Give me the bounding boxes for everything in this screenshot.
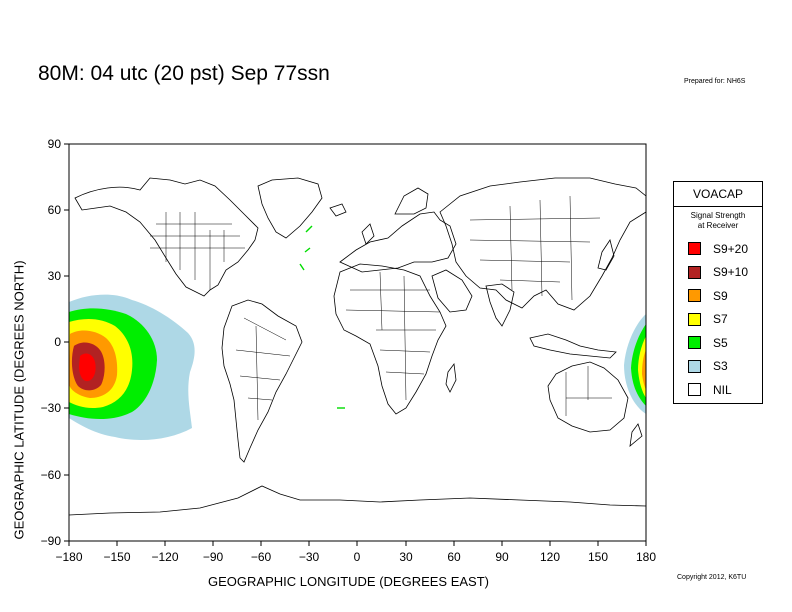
x-tick-labels: −180 −150 −120 −90 −60 −30 0 30 60 90 12… xyxy=(55,550,656,564)
island-contours xyxy=(299,225,345,409)
south-america-outline xyxy=(221,299,303,463)
greenland-outline xyxy=(257,177,323,239)
signal-legend: VOACAP Signal Strength at Receiver S9+20… xyxy=(673,181,763,404)
africa-grid xyxy=(345,271,441,401)
island-contour-2 xyxy=(304,247,311,253)
x-tick-label: −150 xyxy=(103,550,130,564)
copyright-note: Copyright 2012, K6TU xyxy=(677,574,747,581)
asia-grid xyxy=(469,195,601,301)
x-tick-label: 60 xyxy=(447,550,461,564)
asia-outline xyxy=(439,177,646,311)
iceland-outline xyxy=(329,203,347,217)
island-contour-1 xyxy=(305,225,313,233)
x-tick-label: −60 xyxy=(251,550,272,564)
legend-item: S9 xyxy=(674,284,762,308)
legend-subtitle-line2: at Receiver xyxy=(697,221,739,230)
coverage-s9plus20 xyxy=(79,353,96,382)
x-tick-label: −90 xyxy=(203,550,224,564)
legend-swatch xyxy=(688,289,701,303)
x-tick-label: −180 xyxy=(55,550,82,564)
legend-label: NIL xyxy=(713,382,732,397)
south-america-grid xyxy=(235,317,291,421)
legend-swatch xyxy=(688,312,701,326)
coverage-contours xyxy=(69,294,646,440)
x-tick-label: 180 xyxy=(636,550,656,564)
y-tick-label: 90 xyxy=(48,137,62,151)
y-tick-label: −90 xyxy=(41,534,62,548)
scandinavia-outline xyxy=(394,187,429,215)
japan-outline xyxy=(597,239,615,271)
australia-grid xyxy=(565,366,612,416)
legend-subtitle: Signal Strength at Receiver xyxy=(674,211,762,231)
africa-outline xyxy=(333,263,447,415)
x-axis-label: GEOGRAPHIC LONGITUDE (DEGREES EAST) xyxy=(208,574,489,589)
indonesia-outline xyxy=(529,333,617,359)
x-tick-label: 30 xyxy=(399,550,413,564)
arabia-outline xyxy=(431,269,473,313)
australia-outline xyxy=(547,361,629,433)
legend-label: S9+20 xyxy=(713,241,749,256)
axis-tick-marks xyxy=(64,143,647,546)
legend-label: S9 xyxy=(713,288,728,303)
coverage-wrap-s9 xyxy=(642,350,646,390)
legend-swatch xyxy=(688,336,701,350)
europe-outline xyxy=(339,211,457,273)
north-america-grid xyxy=(150,212,245,290)
legend-item: S5 xyxy=(674,331,762,355)
british-isles-outline xyxy=(361,223,375,245)
map-title: 80M: 04 utc (20 pst) Sep 77ssn xyxy=(38,62,330,85)
legend-title: VOACAP xyxy=(674,182,762,207)
island-contour-3 xyxy=(299,263,305,271)
x-tick-label: 0 xyxy=(354,550,361,564)
new-zealand-outline xyxy=(629,423,643,447)
y-tick-label: 30 xyxy=(48,269,62,283)
legend-items: S9+20 S9+10 S9 S7 S5 S3 NIL xyxy=(674,237,762,402)
north-america-outline xyxy=(74,177,259,297)
legend-swatch xyxy=(688,359,701,373)
legend-label: S7 xyxy=(713,312,728,327)
y-axis-label: GEOGRAPHIC LATITUDE (DEGREES NORTH) xyxy=(11,260,27,540)
y-tick-label: 0 xyxy=(54,335,61,349)
madagascar-outline xyxy=(445,362,457,393)
legend-item: NIL xyxy=(674,378,762,402)
legend-item: S9+20 xyxy=(674,237,762,261)
legend-swatch xyxy=(688,242,701,256)
legend-label: S3 xyxy=(713,359,728,374)
legend-item: S9+10 xyxy=(674,261,762,285)
continent-outlines xyxy=(69,177,646,516)
legend-item: S7 xyxy=(674,308,762,332)
y-tick-label: −30 xyxy=(41,401,62,415)
x-tick-label: −120 xyxy=(151,550,178,564)
india-outline xyxy=(485,283,515,327)
legend-item: S3 xyxy=(674,355,762,379)
legend-swatch xyxy=(688,383,701,397)
x-tick-label: 150 xyxy=(588,550,608,564)
x-tick-label: 120 xyxy=(540,550,560,564)
legend-label: S9+10 xyxy=(713,265,749,280)
legend-subtitle-line1: Signal Strength xyxy=(690,211,746,220)
legend-label: S5 xyxy=(713,335,728,350)
x-tick-label: 90 xyxy=(495,550,509,564)
y-tick-labels: 90 60 30 0 −30 −60 −90 xyxy=(41,137,62,548)
legend-swatch xyxy=(688,265,701,279)
x-tick-label: −30 xyxy=(299,550,320,564)
antarctica-outline xyxy=(69,485,646,516)
prepared-for-note: Prepared for: NH6S xyxy=(684,78,746,85)
y-tick-label: −60 xyxy=(41,468,62,482)
y-tick-label: 60 xyxy=(48,203,62,217)
